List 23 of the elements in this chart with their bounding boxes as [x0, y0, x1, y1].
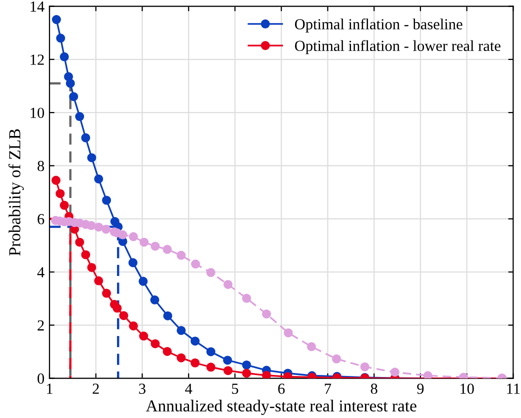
- y-tick-label: 6: [38, 214, 44, 224]
- x-tick-label: 8: [370, 384, 378, 394]
- x-tick-label: 5: [232, 384, 238, 394]
- x-tick-label: 4: [185, 384, 192, 394]
- x-tick-label: 6: [278, 384, 285, 394]
- y-tick-label: 0: [38, 373, 44, 384]
- y-tick-label: 14: [30, 1, 44, 12]
- x-tick-label: 9: [417, 384, 424, 394]
- x-tick-label: 7: [324, 384, 332, 394]
- y-tick-label: 10: [30, 108, 44, 118]
- legend-label: Optimal inflation - baseline: [294, 18, 462, 32]
- x-tick-label: 10: [460, 384, 474, 394]
- y-tick-label: 4: [37, 267, 44, 278]
- y-tick-label: 12: [30, 54, 44, 65]
- x-tick-label: 1: [47, 384, 52, 394]
- y-tick-label: 2: [38, 320, 44, 330]
- x-tick-label: 3: [139, 384, 146, 394]
- y-tick-label: 8: [38, 160, 44, 172]
- y-axis-title: Probability of ZLB: [8, 129, 24, 256]
- legend-label: Optimal inflation - lower real rate: [294, 40, 500, 54]
- x-axis-title: Annualized steady-state real interest rate: [146, 400, 416, 415]
- x-tick-label: 2: [92, 384, 99, 394]
- x-tick-label: 11: [507, 384, 520, 394]
